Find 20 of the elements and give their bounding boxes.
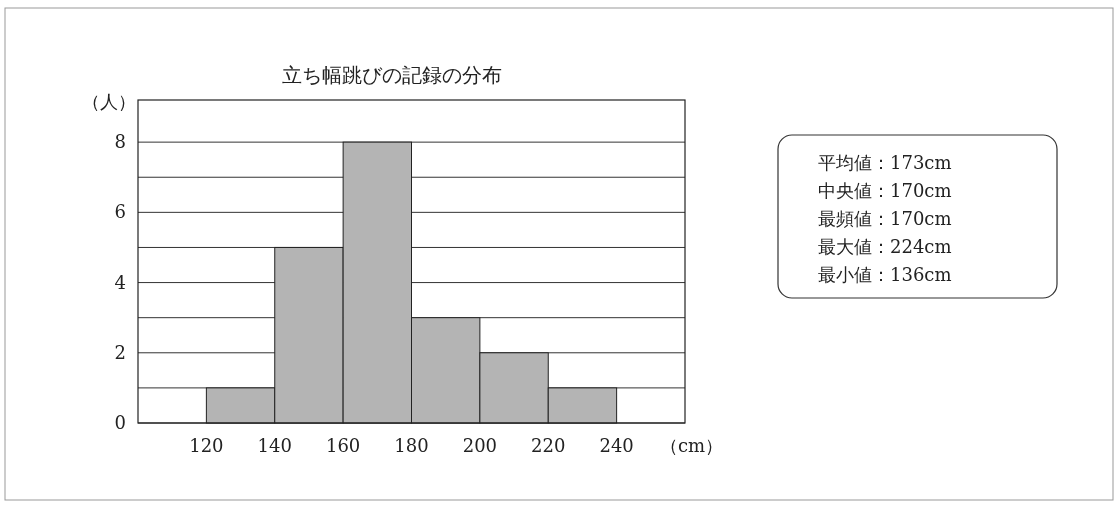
text: 中央値：170cm (818, 180, 952, 201)
text: 最大値：224cm (818, 236, 952, 257)
text: 最頻値：170cm (818, 208, 952, 229)
x-tick-label: 240 (599, 435, 634, 456)
y-tick-label: 2 (114, 341, 126, 363)
title: 立ち幅跳びの記録の分布 (281, 63, 502, 87)
x-tick-label: 120 (189, 435, 224, 456)
x-tick-label: 160 (325, 435, 361, 456)
y-tick-label: 8 (114, 131, 126, 153)
x-tick-label: 200 (462, 435, 498, 456)
x-tick-label: 180 (394, 435, 429, 456)
x-tick-label: 140 (257, 435, 292, 456)
y-tick-label: 6 (114, 201, 126, 223)
text: 平均値：173cm (818, 152, 952, 173)
xlabel: （cm） (660, 435, 724, 456)
text: 最小値：136cm (818, 264, 952, 285)
y-tick-label: 4 (114, 271, 126, 293)
ylabel: （人） (82, 91, 136, 112)
x-tick-label: 220 (531, 435, 566, 456)
y-tick-label: 0 (114, 412, 126, 433)
